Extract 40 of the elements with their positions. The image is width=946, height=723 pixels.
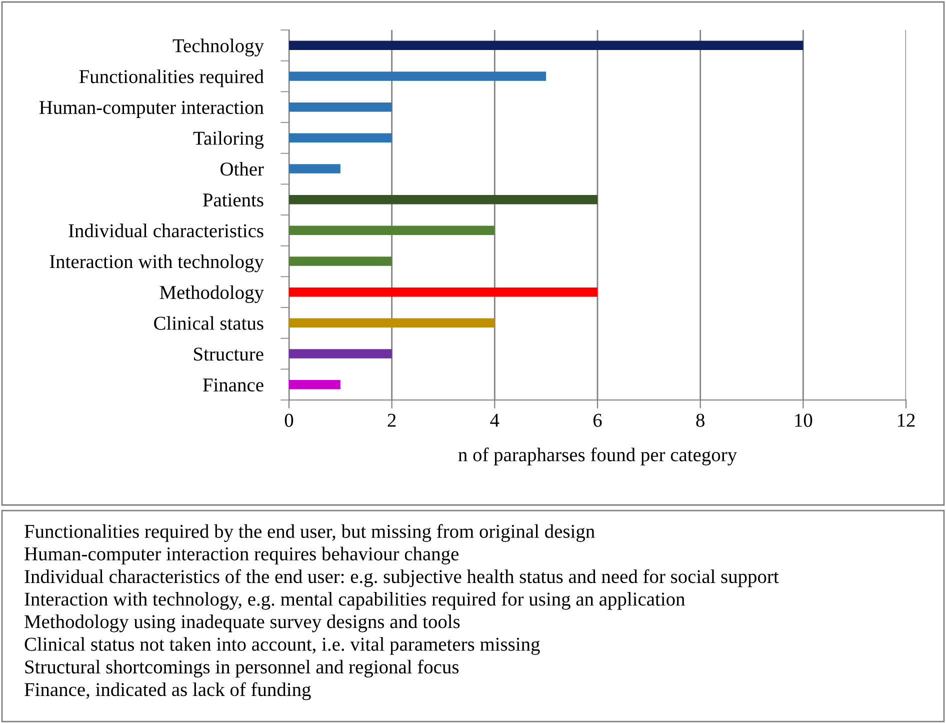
bar	[289, 318, 495, 328]
x-tick-label: 0	[284, 414, 294, 427]
y-tick-label: Patients	[202, 193, 264, 207]
text: Clinical status not taken into account, i.e. vital parameters missing	[24, 637, 540, 655]
bar	[289, 164, 340, 174]
x-tick-label: 4	[490, 414, 500, 427]
bar	[289, 72, 546, 81]
bar	[289, 133, 392, 143]
text: Interaction with technology, e.g. mental capabilities required for using an application	[24, 592, 685, 610]
text: Finance, indicated as lack of funding	[24, 682, 311, 700]
x-tick-label: 8	[696, 414, 704, 427]
x-tick-label: 6	[593, 414, 602, 427]
bar	[289, 256, 392, 266]
y-tick-label: Methodology	[160, 285, 264, 304]
x-tick-label: 12	[898, 414, 915, 427]
y-tick-label: Clinical status	[154, 316, 264, 330]
y-tick-label: Technology	[172, 38, 264, 56]
y-tick-label: Human-computer interaction	[39, 100, 264, 118]
bar	[289, 102, 392, 112]
y-tick-label: Finance	[203, 378, 264, 392]
text: Functionalities required by the end user, but missing from original design	[24, 524, 595, 542]
bar	[289, 349, 392, 358]
bar	[289, 40, 804, 50]
y-tick-label: Tailoring	[193, 131, 264, 149]
y-tick-label: Interaction with technology	[50, 254, 264, 272]
bar	[289, 287, 598, 297]
y-tick-label: Functionalities required	[79, 70, 264, 88]
text: Methodology using inadequate survey designs and tools	[24, 614, 460, 632]
x-axis-title: n of parapharses found per category	[458, 447, 737, 466]
text: Individual characteristics of the end user: e.g. subjective health status and need for social support	[24, 569, 779, 588]
y-tick-label: Structure	[194, 348, 264, 361]
text: Human-computer interaction requires behaviour change	[24, 546, 458, 564]
text: Structural shortcomings in personnel and regional focus	[25, 660, 459, 678]
x-tick-label: 10	[795, 414, 812, 427]
x-tick-label: 2	[388, 414, 396, 427]
y-tick-label: Individual characteristics	[68, 224, 264, 238]
bar	[289, 226, 495, 236]
y-tick-label: Other	[220, 162, 264, 176]
bar	[289, 380, 340, 390]
bar	[289, 194, 598, 204]
